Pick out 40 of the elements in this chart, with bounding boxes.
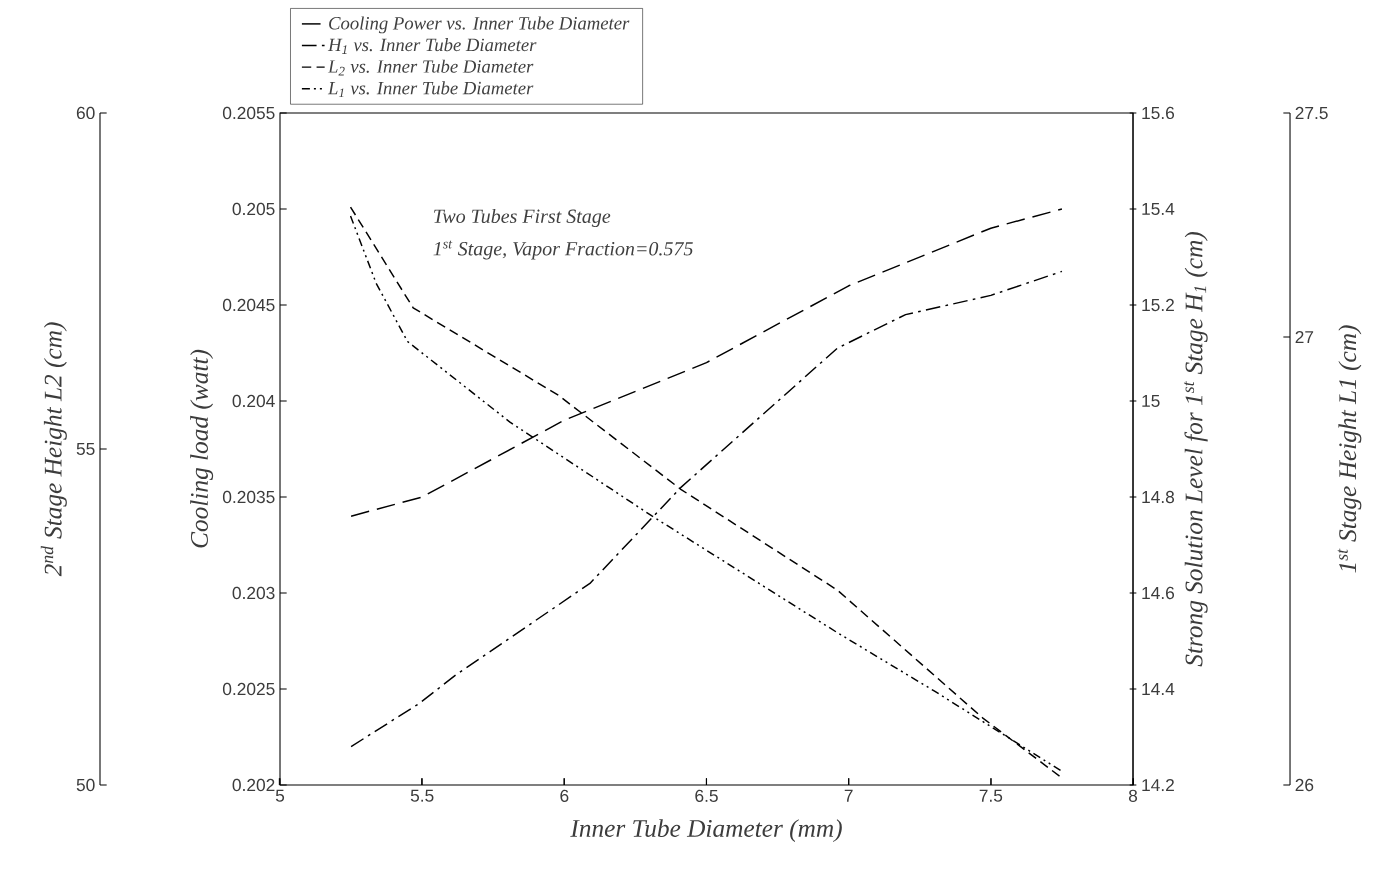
y2-tick-label: 14.8	[1142, 490, 1175, 504]
legend-label: Cooling Power vs. Inner Tube Diameter	[329, 16, 630, 34]
x-tick-label: 7.5	[979, 789, 1003, 802]
text: L$_{1}$ vs. Inner Tube Diameter	[327, 81, 534, 98]
y2-tick-label: 27.5	[1295, 106, 1328, 120]
y-tick-label: 60	[76, 106, 95, 120]
x-tick-label: 6.5	[695, 789, 718, 802]
annotation: Two Tubes First Stage	[434, 208, 611, 228]
y-tick-label: 50	[76, 778, 95, 792]
y2-axis-title: Strong Solution Level for 1$^{st}$ Stage H$_{1}$ (cm)	[1183, 232, 1208, 667]
y2-tick-label: 14.4	[1142, 683, 1175, 695]
text: L$_{2}$ vs. Inner Tube Diameter	[327, 59, 534, 76]
y2-tick-label: 14.2	[1142, 778, 1174, 792]
annotation: 1$^{st}$ Stage, Vapor Fraction=0.575	[433, 240, 693, 260]
y-axis-title: Cooling load (watt)	[190, 349, 214, 548]
y2-tick-label: 15.6	[1142, 106, 1175, 120]
x-axis-title: Inner Tube Diameter (mm)	[570, 819, 842, 843]
y-axis-title: 2$^{nd}$ Stage Height L2 (cm)	[40, 322, 67, 577]
y-tick-label: 0.2045	[222, 298, 275, 312]
y-tick-label: 0.202	[232, 778, 275, 792]
y2-axis-title: 1$^{st}$ Stage Height L1 (cm)	[1337, 325, 1362, 573]
y-tick-label: 0.203	[232, 586, 275, 600]
x-tick-label: 6	[560, 789, 569, 802]
legend-label: H$_{1}$ vs. Inner Tube Diameter	[327, 38, 537, 54]
y2-tick-label: 15	[1142, 394, 1160, 408]
x-tick-label: 5.5	[410, 789, 434, 802]
x-tick-label: 8	[1128, 789, 1138, 802]
y-tick-label: 0.2055	[222, 106, 275, 120]
y2-tick-label: 15.2	[1142, 298, 1174, 312]
x-tick-label: 7	[844, 789, 853, 802]
y-tick-label: 55	[76, 442, 95, 456]
y-tick-label: 0.2025	[222, 682, 275, 696]
x-tick-label: 5	[275, 789, 285, 802]
y2-tick-label: 15.4	[1142, 202, 1175, 216]
y2-tick-label: 14.6	[1142, 586, 1175, 600]
y-tick-label: 0.204	[232, 394, 275, 408]
y2-tick-label: 26	[1295, 778, 1314, 792]
y-tick-label: 0.2035	[222, 490, 275, 504]
y-tick-label: 0.205	[232, 202, 275, 216]
y2-tick-label: 27	[1295, 330, 1314, 344]
